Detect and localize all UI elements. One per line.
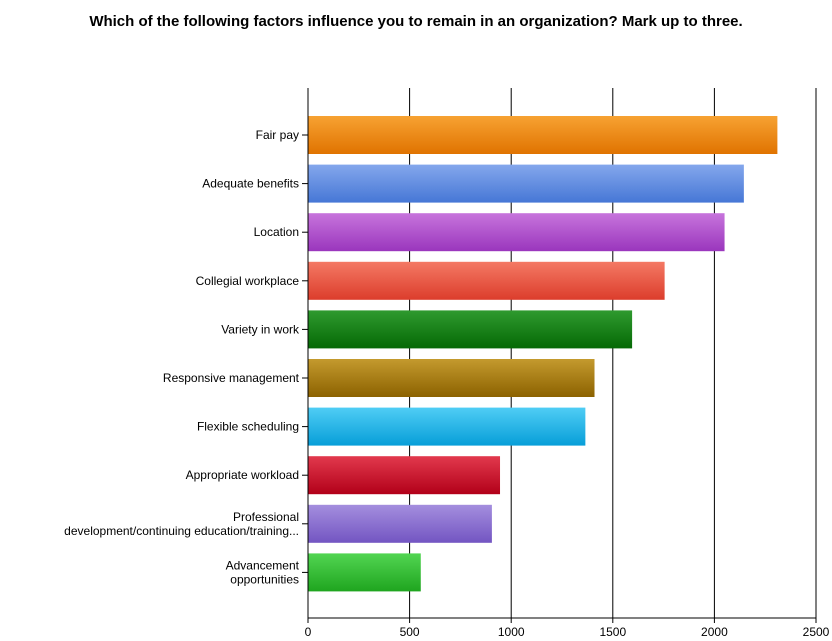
x-tick-label: 1500 bbox=[599, 625, 626, 639]
category-label: Variety in work bbox=[221, 322, 300, 336]
category-label: Fair pay bbox=[256, 128, 299, 142]
x-tick-label: 0 bbox=[305, 625, 312, 639]
category-label: Professional development/continuing educa… bbox=[64, 510, 299, 538]
category-label: Location bbox=[254, 225, 299, 239]
bar bbox=[308, 310, 633, 349]
chart-title: Which of the following factors influence… bbox=[89, 13, 743, 30]
category-labels: Fair pay Adequate benefits Location Collegi… bbox=[64, 128, 300, 586]
category-label: Appropriate workload bbox=[186, 468, 299, 482]
bar bbox=[308, 504, 492, 543]
bar bbox=[308, 261, 665, 300]
tick-labels: 0 500 1000 1500 2000 2500 bbox=[305, 625, 830, 639]
axes bbox=[302, 88, 817, 623]
bar bbox=[308, 456, 501, 495]
category-label: Advancement opportunities bbox=[226, 558, 300, 586]
bar bbox=[308, 116, 778, 154]
bar bbox=[308, 553, 421, 592]
bar bbox=[308, 164, 744, 203]
category-label: Flexible scheduling bbox=[197, 420, 299, 434]
x-tick-label: 2500 bbox=[803, 625, 830, 639]
x-tick-label: 500 bbox=[400, 625, 420, 639]
category-label: Responsive management bbox=[163, 371, 300, 385]
category-label: Adequate benefits bbox=[202, 177, 299, 191]
bar bbox=[308, 213, 725, 252]
bar bbox=[308, 359, 595, 397]
x-tick-label: 2000 bbox=[701, 625, 728, 639]
x-tick-label: 1000 bbox=[498, 625, 525, 639]
bar bbox=[308, 407, 586, 446]
bars bbox=[308, 116, 778, 592]
category-label: Collegial workplace bbox=[196, 274, 300, 288]
